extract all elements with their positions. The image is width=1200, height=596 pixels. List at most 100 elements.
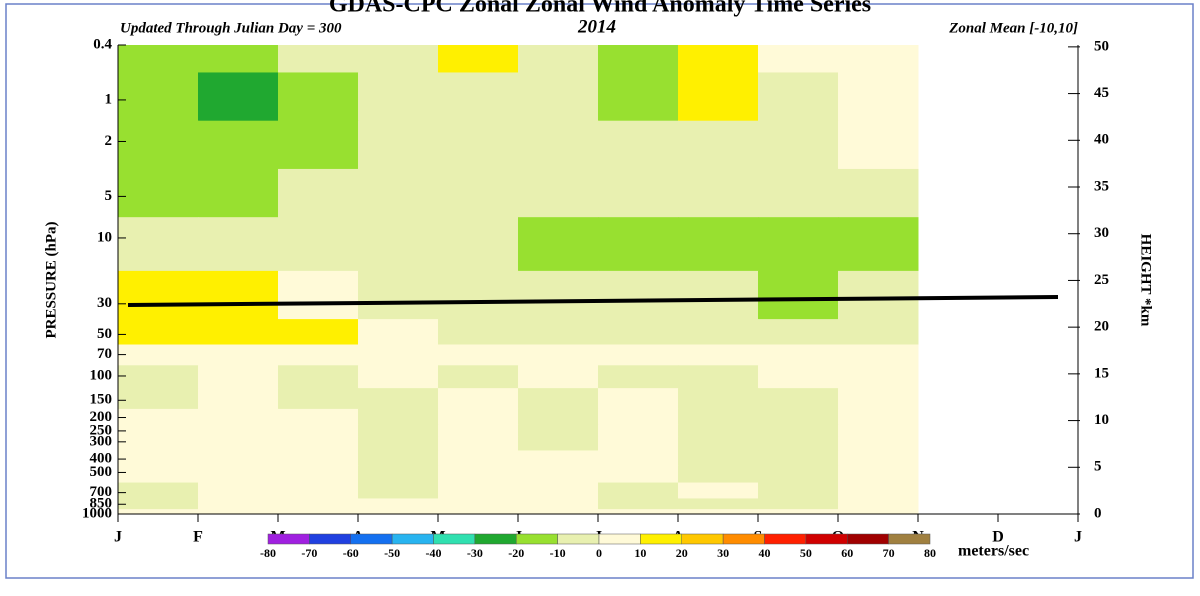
field-cell <box>838 450 919 467</box>
field-cell <box>118 498 199 510</box>
colorbar-swatch <box>888 533 931 545</box>
field-cell <box>198 319 279 346</box>
field-cell <box>758 436 839 451</box>
field-cell <box>758 365 839 389</box>
field-cell <box>118 120 199 170</box>
colorbar-label: 50 <box>800 546 812 560</box>
y-tick-label: 1 <box>105 91 113 107</box>
field-cell <box>358 270 439 320</box>
field-cell <box>438 120 519 170</box>
field-cell <box>598 509 679 515</box>
y2-tick-label: 50 <box>1094 38 1109 54</box>
field-cell <box>118 168 199 218</box>
colorbar-swatch <box>805 533 848 545</box>
y-tick-label: 1000 <box>82 505 112 521</box>
y-tick-label: 50 <box>97 326 112 342</box>
field-cell <box>758 509 839 515</box>
field-cell <box>678 388 759 410</box>
field-cell <box>438 424 519 437</box>
field-cell <box>758 388 839 410</box>
field-cell <box>678 498 759 510</box>
field-cell <box>598 72 679 122</box>
field-cell <box>118 482 199 499</box>
field-cell <box>278 270 359 320</box>
field-cell <box>518 270 599 320</box>
field-cell <box>598 424 679 437</box>
colorbar-label: 30 <box>717 546 729 560</box>
colorbar-label: -20 <box>508 546 524 560</box>
field-cell <box>358 498 439 510</box>
field-cell <box>598 436 679 451</box>
y-tick-label: 400 <box>90 451 113 467</box>
field-cell <box>198 509 279 515</box>
field-cell <box>278 45 359 73</box>
y2-tick-label: 25 <box>1094 272 1109 288</box>
field-cell <box>278 344 359 366</box>
field-cell <box>838 388 919 410</box>
field-cell <box>518 344 599 366</box>
field-cell <box>358 450 439 467</box>
colorbar-label: 0 <box>596 546 602 560</box>
field-cell <box>838 72 919 122</box>
colorbar-label: -50 <box>384 546 400 560</box>
field-cell <box>358 509 439 515</box>
field-cell <box>678 270 759 320</box>
y-tick-label: 70 <box>97 346 112 362</box>
y2-tick-label: 5 <box>1094 459 1102 475</box>
field-cell <box>118 319 199 346</box>
colorbar-swatch <box>557 533 600 545</box>
field-cell <box>118 424 199 437</box>
field-cell <box>278 424 359 437</box>
field-cell <box>198 344 279 366</box>
field-cell <box>278 365 359 389</box>
field-cell <box>278 498 359 510</box>
field-cell <box>438 498 519 510</box>
field-cell <box>118 270 199 320</box>
y-axis-label: PRESSURE (hPa) <box>43 221 59 338</box>
field-cell <box>118 45 199 73</box>
field-cell <box>838 482 919 499</box>
field-cell <box>518 388 599 410</box>
y-tick-label: 150 <box>90 392 113 408</box>
field-cell <box>438 450 519 467</box>
field-cell <box>518 436 599 451</box>
y2-tick-label: 15 <box>1094 365 1109 381</box>
field-cell <box>198 482 279 499</box>
field-cell <box>518 168 599 218</box>
y-tick-label: 850 <box>90 496 113 512</box>
field-cell <box>438 344 519 366</box>
field-cell <box>118 408 199 425</box>
field-cell <box>758 424 839 437</box>
subtitle-right: Zonal Mean [-10,10] <box>948 20 1078 36</box>
field-cell <box>278 388 359 410</box>
field-cell <box>278 217 359 272</box>
field-cell <box>198 168 279 218</box>
field-cell <box>758 482 839 499</box>
field-cell <box>598 344 679 366</box>
field-cell <box>198 388 279 410</box>
subtitle-left: Updated Through Julian Day = 300 <box>120 20 342 36</box>
field-cell <box>118 72 199 122</box>
field-cell <box>678 45 759 73</box>
field-cell <box>518 482 599 499</box>
field-cell <box>518 498 599 510</box>
field-cell <box>278 120 359 170</box>
field-cell <box>758 72 839 122</box>
field-cell <box>198 408 279 425</box>
colorbar-swatch <box>722 533 765 545</box>
field-cell <box>198 217 279 272</box>
colorbar-swatch <box>847 533 889 545</box>
field-cell <box>438 217 519 272</box>
field-cell <box>598 388 679 410</box>
colorbar-swatch <box>474 533 517 545</box>
field-cell <box>278 509 359 515</box>
field-cell <box>198 120 279 170</box>
field-cell <box>678 72 759 122</box>
field-cell <box>438 45 519 73</box>
field-cell <box>838 408 919 425</box>
subtitle-center: 2014 <box>577 16 616 37</box>
y2-tick-label: 35 <box>1094 178 1109 194</box>
field-cell <box>518 509 599 515</box>
field-cell <box>198 465 279 484</box>
